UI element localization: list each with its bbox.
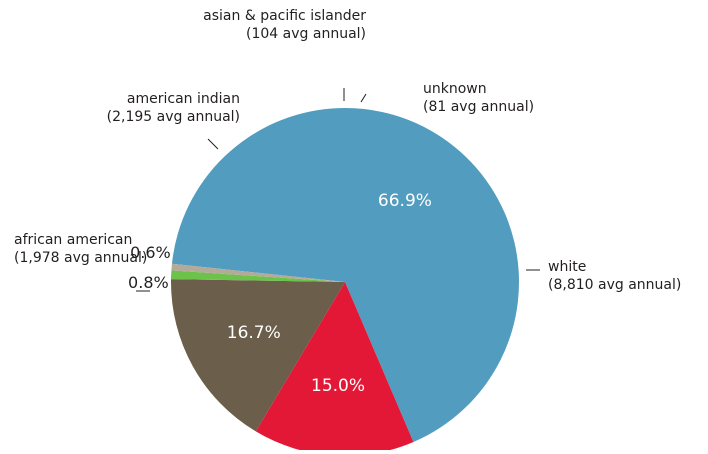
- leader-line-unknown: [360, 93, 367, 103]
- category-name: white: [548, 259, 586, 275]
- pie-slices: [171, 107, 519, 454]
- category-name: asian & pacific islander: [203, 8, 366, 24]
- leader-line-american-indian: [207, 138, 219, 150]
- category-name: american indian: [127, 91, 240, 107]
- percent-label-asian-pacific-islander: 0.8%: [128, 273, 169, 292]
- category-detail: (2,195 avg annual): [107, 109, 240, 125]
- category-label-unknown: unknown (81 avg annual): [423, 81, 534, 115]
- category-detail: (104 avg annual): [246, 26, 366, 42]
- pie-slice-asian-pacific-islander: [171, 270, 345, 282]
- pie-slice-american-indian: [171, 279, 345, 432]
- category-detail: (1,978 avg annual): [14, 250, 147, 266]
- percent-label-unknown: 0.6%: [130, 243, 171, 262]
- category-label-african-american: african american (1,978 avg annual): [14, 232, 147, 266]
- percent-labels: 66.9% 15.0% 16.7% 0.8% 0.6%: [128, 191, 432, 396]
- category-labels: white (8,810 avg annual) african american (…: [14, 8, 681, 293]
- pie-slice-white: [171, 107, 519, 442]
- percent-label-white: 66.9%: [378, 191, 432, 211]
- pie-slice-unknown: [171, 263, 345, 282]
- category-label-asian-pacific-islander: asian & pacific islander (104 avg annual): [203, 8, 366, 42]
- category-detail: (81 avg annual): [423, 99, 534, 115]
- category-name: african american: [14, 232, 132, 248]
- category-name: unknown: [423, 81, 487, 97]
- category-detail: (8,810 avg annual): [548, 277, 681, 293]
- category-label-white: white (8,810 avg annual): [548, 259, 681, 293]
- percent-label-african-american: 15.0%: [311, 376, 365, 396]
- pie-slice-african-american: [255, 282, 414, 454]
- category-label-american-indian: american indian (2,195 avg annual): [107, 91, 240, 125]
- leader-lines: [136, 88, 540, 292]
- percent-label-american-indian: 16.7%: [227, 323, 281, 343]
